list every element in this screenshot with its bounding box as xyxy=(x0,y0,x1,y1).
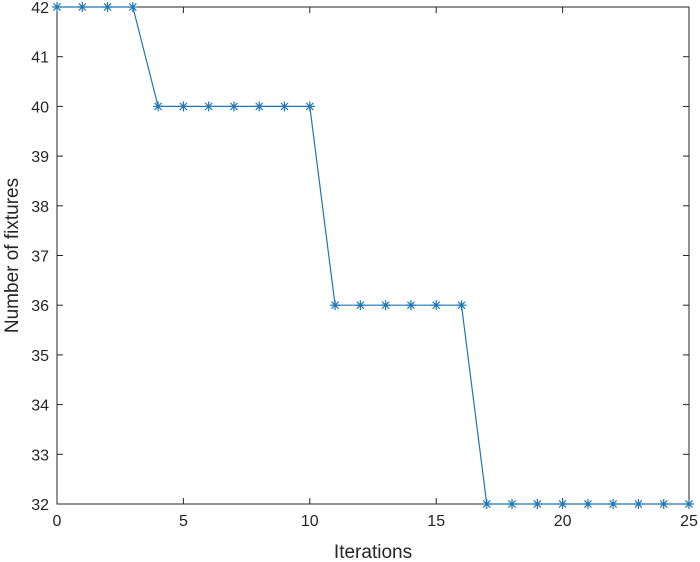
y-tick-label: 38 xyxy=(31,199,49,216)
data-point xyxy=(102,2,113,12)
data-point xyxy=(633,499,644,509)
y-tick-label: 33 xyxy=(31,447,49,464)
x-tick-label: 15 xyxy=(427,513,445,530)
x-tick-label: 10 xyxy=(301,513,319,530)
data-point xyxy=(456,300,467,311)
y-tick-label: 32 xyxy=(31,497,49,514)
y-tick-label: 42 xyxy=(31,0,49,17)
data-point xyxy=(254,101,265,112)
data-point xyxy=(228,101,239,112)
y-tick-label: 36 xyxy=(31,298,49,315)
y-tick-label: 37 xyxy=(31,249,49,266)
data-point xyxy=(279,101,290,112)
data-point xyxy=(77,2,88,12)
data-point xyxy=(405,300,416,311)
y-tick-label: 34 xyxy=(31,398,49,415)
data-point xyxy=(557,499,568,509)
data-point xyxy=(658,499,669,509)
x-tick-label: 5 xyxy=(179,513,188,530)
data-point xyxy=(304,101,315,112)
data-point xyxy=(153,101,164,112)
data-point xyxy=(481,499,492,509)
data-point xyxy=(52,2,62,12)
data-point xyxy=(608,499,619,509)
x-axis-label: Iterations xyxy=(334,542,412,562)
data-point xyxy=(127,2,138,12)
data-point xyxy=(178,101,189,112)
data-point xyxy=(380,300,391,311)
data-point xyxy=(355,300,366,311)
y-tick-label: 35 xyxy=(31,348,49,365)
data-point xyxy=(582,499,593,509)
data-point xyxy=(507,499,518,509)
data-point xyxy=(330,300,341,311)
y-axis-label: Number of fixtures xyxy=(2,178,23,333)
y-tick-label: 41 xyxy=(31,50,49,67)
x-tick-label: 25 xyxy=(680,513,698,530)
y-tick-label: 40 xyxy=(31,99,49,116)
x-tick-label: 20 xyxy=(554,513,572,530)
x-axis-ticks: 0 5 10 15 20 25 xyxy=(53,7,698,530)
plot-area xyxy=(56,6,690,505)
y-tick-label: 39 xyxy=(31,149,49,166)
y-axis-ticks: 32 33 34 35 36 37 38 39 40 41 42 xyxy=(31,0,689,514)
data-point xyxy=(203,101,214,112)
data-series xyxy=(52,2,694,509)
data-point xyxy=(684,499,694,509)
data-point xyxy=(532,499,543,509)
data-point xyxy=(431,300,442,311)
x-tick-label: 0 xyxy=(53,513,62,530)
